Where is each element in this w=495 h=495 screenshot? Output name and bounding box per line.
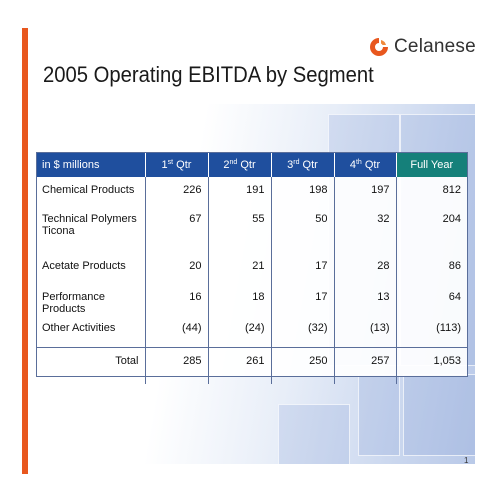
total-label: Total [37,347,145,384]
table-header-row: in $ millions 1st Qtr 2nd Qtr 3rd Qtr 4t… [37,153,467,177]
row-label: Other Activities [42,322,116,334]
ebitda-table: in $ millions 1st Qtr 2nd Qtr 3rd Qtr 4t… [36,152,468,384]
header-q1: 1st Qtr [144,153,208,177]
cell-q2: 55 [207,207,271,254]
table-row: Performance Products 16 18 17 13 64 [37,285,467,316]
row-label: Technical Polymers Ticona [42,213,137,237]
total-full-year: 1,053 [395,347,467,384]
table-row: Chemical Products 226 191 198 197 812 [37,177,467,207]
row-label: Performance Products [42,291,105,315]
cell-q1: 226 [144,177,208,207]
header-q3: 3rd Qtr [270,153,334,177]
cell-q2: (24) [207,316,271,348]
cell-q4: 13 [333,285,396,316]
cell-q2: 18 [207,285,271,316]
table-total-row: Total 285 261 250 257 1,053 [37,347,467,384]
cell-q4: (13) [333,316,396,348]
cell-full-year: (113) [395,316,467,348]
cell-full-year: 204 [395,207,467,254]
cell-q1: 20 [144,254,208,285]
total-q2: 261 [207,347,271,384]
cell-q1: (44) [144,316,208,348]
header-q4: 4th Qtr [333,153,396,177]
cell-q2: 191 [207,177,271,207]
cell-q3: 50 [270,207,334,254]
celanese-logo: Celanese [368,36,476,58]
total-q4: 257 [333,347,396,384]
row-sublabel: Ticona [42,225,75,237]
cell-q1: 16 [144,285,208,316]
cell-q4: 28 [333,254,396,285]
row-label: Acetate Products [42,260,126,272]
cell-q3: (32) [270,316,334,348]
header-full-year: Full Year [395,153,467,177]
logo-text: Celanese [394,36,476,57]
total-q3: 250 [270,347,334,384]
cell-full-year: 812 [395,177,467,207]
cell-full-year: 64 [395,285,467,316]
cell-q2: 21 [207,254,271,285]
table-row: Other Activities (44) (24) (32) (13) (11… [37,316,467,348]
accent-bar [22,28,28,474]
cell-q3: 17 [270,285,334,316]
table-row: Technical Polymers Ticona 67 55 50 32 204 [37,207,467,254]
table-row: Acetate Products 20 21 17 28 86 [37,254,467,285]
header-units: in $ millions [37,153,145,177]
cell-q3: 198 [270,177,334,207]
celanese-swirl-icon [370,38,388,56]
row-label: Chemical Products [42,184,135,196]
cell-q1: 67 [144,207,208,254]
total-q1: 285 [144,347,208,384]
cell-q4: 32 [333,207,396,254]
slide-title: 2005 Operating EBITDA by Segment [43,62,374,87]
header-q2: 2nd Qtr [207,153,271,177]
page-number: 1 [464,456,469,465]
cell-q4: 197 [333,177,396,207]
cell-full-year: 86 [395,254,467,285]
cell-q3: 17 [270,254,334,285]
